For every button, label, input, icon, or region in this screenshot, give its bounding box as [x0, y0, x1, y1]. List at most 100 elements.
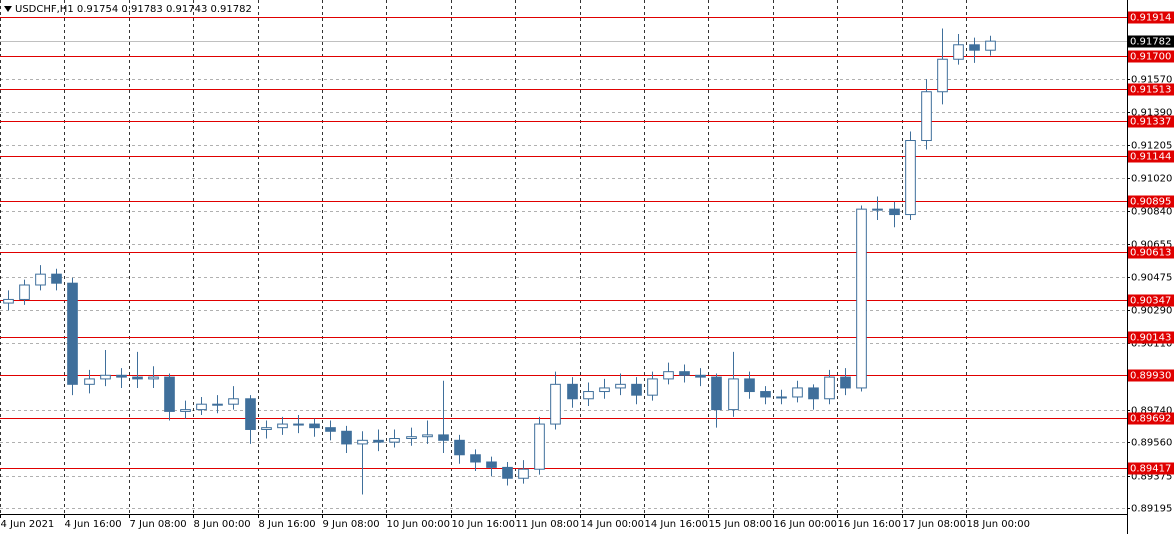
- candle-body: [422, 434, 433, 438]
- candle-body: [293, 423, 304, 426]
- high-value: 0.91783: [121, 4, 162, 15]
- x-tick-label: 4 Jun 16:00: [65, 519, 122, 530]
- x-tick-label: 11 Jun 08:00: [516, 519, 580, 530]
- candle-body: [212, 403, 223, 406]
- candle-body: [19, 284, 30, 300]
- low-value: 0.91743: [166, 4, 207, 15]
- candle-body: [116, 374, 127, 378]
- y-tick-label: 0.89195: [1131, 504, 1172, 515]
- candle-body: [100, 374, 111, 380]
- x-tick-label: 10 Jun 00:00: [387, 519, 451, 530]
- x-tick-label: 14 Jun 16:00: [645, 519, 709, 530]
- candle-body: [905, 140, 916, 216]
- level-label-box: [1128, 195, 1174, 208]
- level-label: 0.91700: [1130, 52, 1171, 63]
- candle-body: [728, 378, 739, 411]
- candle-body: [309, 423, 320, 429]
- level-label: 0.90347: [1130, 296, 1171, 307]
- candle-body: [164, 376, 175, 412]
- y-tick-label: 0.89560: [1131, 438, 1172, 449]
- candle-body: [792, 387, 803, 398]
- level-label: 0.89417: [1130, 464, 1171, 475]
- candle-body: [470, 454, 481, 463]
- candles: [3, 28, 996, 495]
- candle-body: [180, 409, 191, 412]
- candle-body: [615, 383, 626, 389]
- candle-body: [228, 398, 239, 405]
- candle-body: [550, 383, 561, 425]
- candle-body: [196, 403, 207, 411]
- candle-body: [84, 378, 95, 385]
- candle-body: [277, 423, 288, 429]
- candle-body: [245, 398, 256, 430]
- candle-body: [808, 387, 819, 400]
- chart-title: USDCHF,H1: [15, 4, 74, 15]
- level-label-box: [1128, 115, 1174, 128]
- x-tick-label: 8 Jun 16:00: [259, 519, 316, 530]
- candle-body: [502, 466, 513, 479]
- x-tick-label: 16 Jun 00:00: [774, 519, 838, 530]
- candle-body: [679, 371, 690, 376]
- candle-body: [953, 44, 964, 60]
- candle-body: [760, 391, 771, 398]
- x-tick-label: 18 Jun 00:00: [967, 519, 1031, 530]
- level-label-box: [1128, 150, 1174, 163]
- level-label: 0.91144: [1130, 152, 1171, 163]
- candle-body: [132, 376, 143, 380]
- y-tick-label: 0.90110: [1131, 339, 1172, 350]
- x-tick-label: 10 Jun 16:00: [452, 519, 516, 530]
- menu-triangle[interactable]: [4, 6, 12, 12]
- close-value: 0.91782: [211, 4, 252, 15]
- level-label: 0.90143: [1130, 333, 1171, 344]
- candle-body: [889, 208, 900, 216]
- level-label: 0.91914: [1130, 13, 1171, 24]
- candle-body: [534, 423, 545, 470]
- level-label-box: [1128, 412, 1174, 425]
- x-tick-label: 9 Jun 08:00: [323, 519, 380, 530]
- y-tick-label: 0.90840: [1131, 207, 1172, 218]
- candle-body: [711, 376, 722, 411]
- x-tick-label: 7 Jun 08:00: [130, 519, 187, 530]
- y-tick-label: 0.91020: [1131, 174, 1172, 185]
- y-tick-label: 0.90475: [1131, 273, 1172, 284]
- x-tick-label: 8 Jun 00:00: [194, 519, 251, 530]
- candle-body: [776, 396, 787, 399]
- candle-body: [67, 282, 78, 385]
- x-tick-label: 14 Jun 00:00: [581, 519, 645, 530]
- candle-body: [373, 439, 384, 443]
- level-label-box: [1128, 331, 1174, 344]
- candle-body: [985, 40, 996, 51]
- candle-body: [744, 378, 755, 393]
- candle-body: [486, 461, 497, 468]
- candle-body: [357, 439, 368, 445]
- levels: [0, 17, 1127, 469]
- current-price-label: 0.91782: [1130, 37, 1171, 48]
- level-label-box: [1128, 50, 1174, 63]
- x-tick-label: 4 Jun 2021: [1, 519, 55, 530]
- y-tick-label: 0.91390: [1131, 108, 1172, 119]
- y-tick-label: 0.91205: [1131, 141, 1172, 152]
- candle-body: [406, 436, 417, 440]
- candle-body: [921, 91, 932, 142]
- candle-body: [824, 376, 835, 400]
- candle-body: [856, 208, 867, 389]
- level-label: 0.90895: [1130, 197, 1171, 208]
- candle-body: [695, 374, 706, 378]
- level-label: 0.91513: [1130, 85, 1171, 96]
- candle-body: [3, 298, 14, 304]
- candle-body: [518, 468, 529, 479]
- chart-header: USDCHF,H1 0.91754 0.91783 0.91743 0.9178…: [15, 4, 252, 15]
- current-price-box: [1128, 35, 1174, 48]
- level-label-box: [1128, 462, 1174, 475]
- level-label-box: [1128, 246, 1174, 259]
- x-tick-label: 17 Jun 08:00: [903, 519, 967, 530]
- candle-body: [341, 430, 352, 445]
- candle-body: [969, 44, 980, 51]
- candle-body: [872, 208, 883, 211]
- x-tick-label: 16 Jun 16:00: [838, 519, 902, 530]
- level-label: 0.91337: [1130, 117, 1171, 128]
